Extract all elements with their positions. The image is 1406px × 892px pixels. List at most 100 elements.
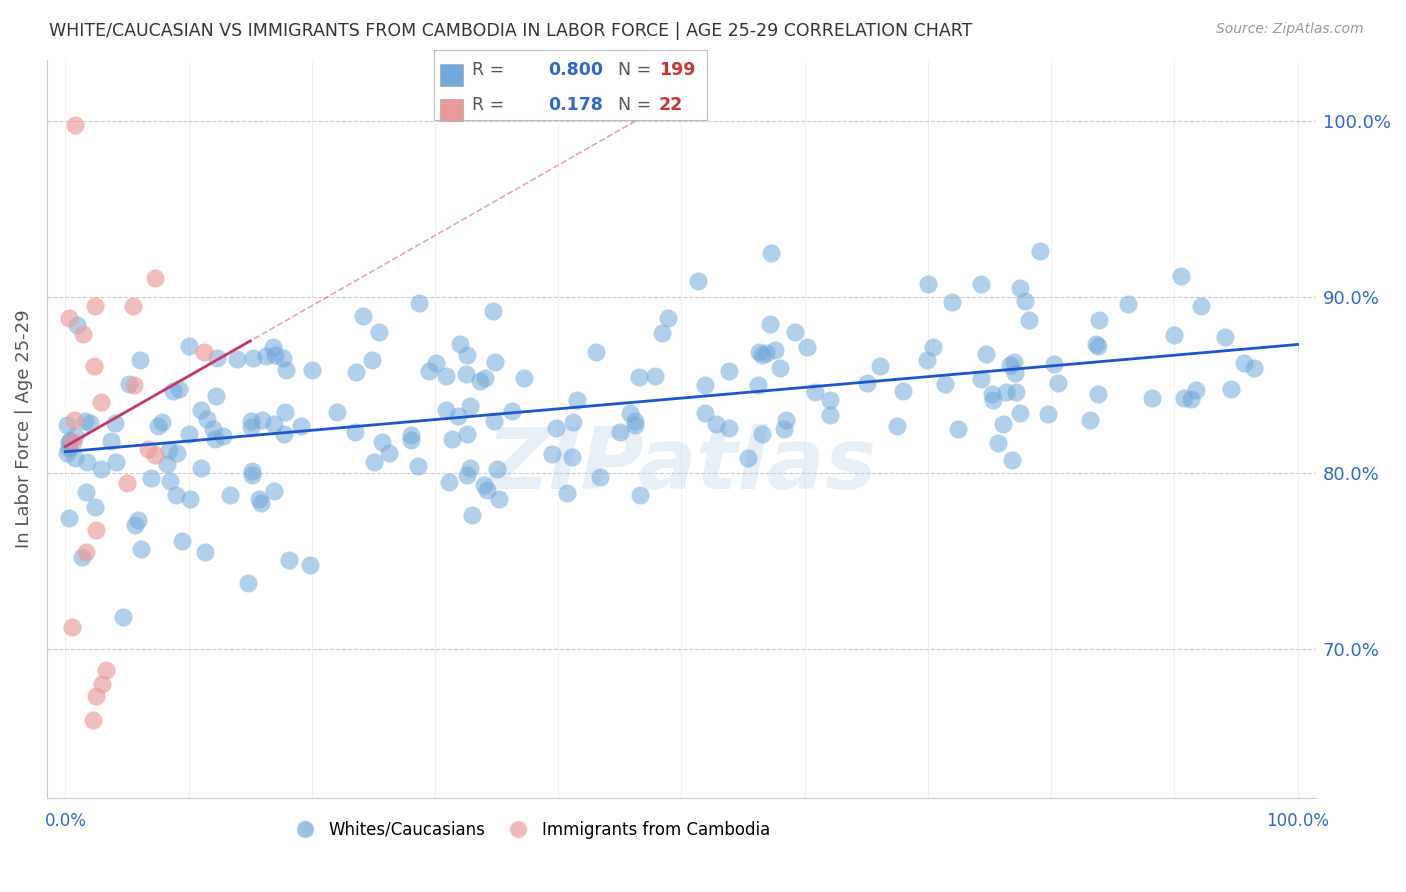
Text: Source: ZipAtlas.com: Source: ZipAtlas.com bbox=[1216, 22, 1364, 37]
Point bbox=[204, 432, 226, 446]
Point bbox=[775, 412, 797, 426]
Point bbox=[1140, 391, 1163, 405]
Point bbox=[998, 359, 1021, 373]
Point bbox=[262, 340, 284, 354]
Point bbox=[561, 450, 583, 464]
Point bbox=[159, 475, 181, 489]
Point bbox=[1163, 328, 1185, 343]
Point bbox=[773, 422, 796, 436]
Point bbox=[458, 461, 481, 475]
Point bbox=[111, 610, 134, 624]
Point bbox=[65, 118, 87, 132]
Point bbox=[1038, 407, 1060, 421]
Point bbox=[434, 403, 457, 417]
Point bbox=[190, 402, 212, 417]
Point bbox=[273, 405, 295, 419]
Point bbox=[585, 345, 607, 359]
Point bbox=[360, 352, 382, 367]
Point bbox=[1001, 453, 1024, 467]
Point bbox=[1243, 361, 1265, 376]
Text: 199: 199 bbox=[658, 61, 695, 78]
Point bbox=[803, 384, 825, 399]
Point bbox=[1087, 313, 1109, 327]
Point bbox=[1170, 268, 1192, 283]
Point bbox=[344, 425, 367, 440]
Point bbox=[755, 346, 778, 360]
Point bbox=[474, 371, 496, 385]
Point bbox=[177, 426, 200, 441]
Point bbox=[100, 434, 122, 449]
Point bbox=[540, 446, 562, 460]
Text: 100.0%: 100.0% bbox=[1265, 813, 1329, 830]
Point bbox=[212, 428, 235, 442]
Point bbox=[250, 412, 273, 426]
Point bbox=[609, 425, 631, 440]
Point bbox=[156, 457, 179, 471]
Point bbox=[651, 326, 673, 340]
Point bbox=[818, 392, 841, 407]
Point bbox=[751, 426, 773, 441]
Point bbox=[513, 371, 536, 385]
Point bbox=[118, 377, 141, 392]
Point bbox=[1046, 376, 1069, 391]
Point bbox=[759, 317, 782, 331]
Point bbox=[718, 364, 741, 378]
Point bbox=[922, 340, 945, 354]
Point bbox=[207, 351, 229, 366]
Point bbox=[298, 558, 321, 573]
Point bbox=[472, 478, 495, 492]
Text: 0.800: 0.800 bbox=[548, 61, 603, 78]
Point bbox=[991, 417, 1014, 431]
Point bbox=[166, 446, 188, 460]
Point bbox=[468, 374, 491, 388]
Bar bbox=[440, 63, 463, 86]
Point bbox=[763, 343, 786, 358]
Point bbox=[748, 345, 770, 359]
Point bbox=[917, 277, 939, 291]
Point bbox=[83, 500, 105, 515]
Point bbox=[91, 677, 114, 691]
Point bbox=[242, 351, 264, 366]
Point bbox=[628, 488, 651, 502]
Point bbox=[59, 434, 82, 448]
Point bbox=[301, 362, 323, 376]
Point bbox=[325, 404, 347, 418]
Point bbox=[751, 348, 773, 362]
Point bbox=[1189, 299, 1212, 313]
Point bbox=[1008, 405, 1031, 419]
Point bbox=[456, 467, 478, 482]
Point bbox=[63, 451, 86, 466]
Point bbox=[976, 347, 998, 361]
Text: R =: R = bbox=[472, 95, 510, 114]
Point bbox=[167, 382, 190, 396]
Point bbox=[970, 372, 993, 386]
Point bbox=[562, 415, 585, 429]
Point bbox=[934, 377, 956, 392]
Point bbox=[1087, 387, 1109, 401]
Point bbox=[408, 296, 430, 310]
Point bbox=[1014, 294, 1036, 309]
Point bbox=[344, 365, 367, 379]
Point bbox=[941, 294, 963, 309]
Point bbox=[737, 451, 759, 466]
Text: ZIPatlas: ZIPatlas bbox=[486, 425, 876, 508]
Point bbox=[1028, 244, 1050, 258]
Point bbox=[1004, 366, 1026, 380]
Point bbox=[619, 406, 641, 420]
Point bbox=[129, 353, 152, 368]
Point bbox=[177, 339, 200, 353]
Point bbox=[254, 349, 277, 363]
Point bbox=[56, 418, 79, 433]
Point bbox=[447, 409, 470, 424]
Point bbox=[948, 422, 970, 436]
Point bbox=[263, 417, 285, 431]
Point bbox=[56, 446, 79, 460]
Point bbox=[66, 318, 89, 332]
Point bbox=[146, 419, 169, 434]
Point bbox=[370, 434, 392, 449]
Point bbox=[747, 377, 769, 392]
Point bbox=[84, 689, 107, 703]
FancyBboxPatch shape bbox=[434, 50, 707, 120]
Point bbox=[62, 434, 84, 449]
Point bbox=[994, 385, 1017, 400]
